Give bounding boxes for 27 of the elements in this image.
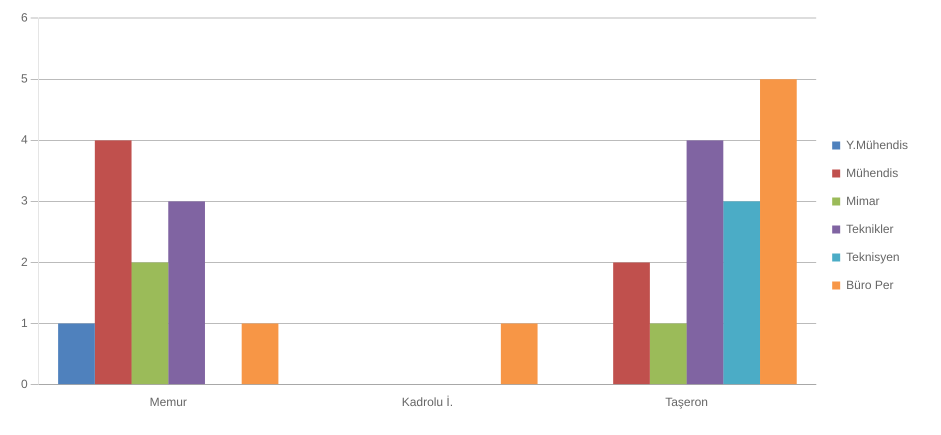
y-tick-label: 4 [20, 132, 28, 147]
y-tick-label: 5 [20, 72, 28, 86]
y-tick-label: 1 [20, 316, 28, 330]
bar [650, 324, 687, 384]
bar [94, 140, 132, 384]
bar [242, 324, 278, 384]
legend-label: Mühendis [846, 166, 898, 180]
x-tick-label: Kadrolu İ. [402, 395, 454, 410]
y-tick-label: 0 [20, 376, 28, 391]
bar [686, 140, 724, 384]
y-tick-label: 2 [20, 254, 28, 269]
legend-label: Teknisyen [846, 250, 900, 264]
bar [723, 201, 760, 384]
bar [132, 262, 168, 384]
bar [168, 201, 205, 384]
y-tick-label: 3 [20, 194, 28, 208]
bar [58, 324, 95, 384]
y-tick-label: 6 [20, 10, 28, 25]
bar [760, 79, 797, 384]
x-tick-label: Memur [150, 395, 187, 410]
legend-label: Teknikler [846, 222, 894, 236]
x-tick-label: Taşeron [665, 395, 708, 410]
legend-label: Büro Per [846, 278, 894, 292]
bar [500, 324, 538, 384]
legend-label: Y.Mühendis [846, 138, 908, 152]
legend-label: Mimar [846, 194, 880, 208]
bar [613, 262, 650, 384]
